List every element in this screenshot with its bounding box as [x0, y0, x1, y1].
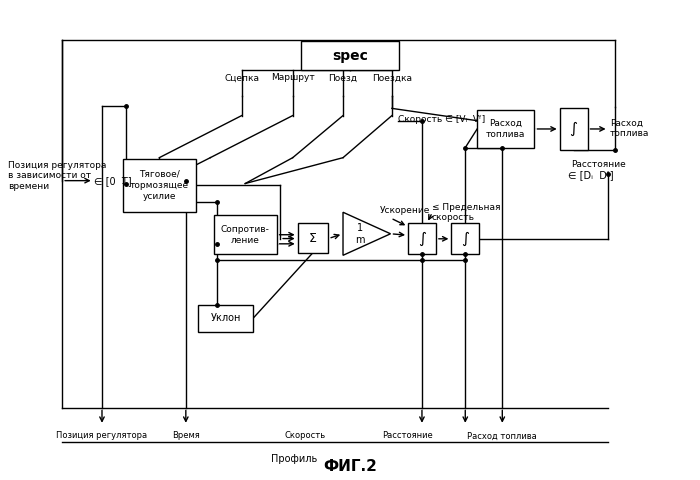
Text: ∫: ∫ [461, 231, 469, 246]
Text: Маршрут: Маршрут [271, 73, 314, 83]
Text: ∫: ∫ [418, 231, 426, 246]
Text: Сцепка: Сцепка [224, 73, 259, 83]
Polygon shape [343, 212, 391, 255]
Text: Позиция регулятора: Позиция регулятора [57, 432, 148, 441]
Text: Позиция регулятора
в зависимости от
времени: Позиция регулятора в зависимости от врем… [8, 161, 106, 191]
Text: Расход топлива: Расход топлива [468, 432, 537, 441]
Text: ∈ [0  T]: ∈ [0 T] [94, 176, 131, 186]
Text: Σ: Σ [309, 232, 317, 245]
Text: ∫: ∫ [570, 121, 578, 136]
Bar [477, 110, 534, 148]
Text: Ускорение: Ускорение [380, 205, 430, 215]
Bar [301, 41, 399, 70]
Text: Профиль: Профиль [271, 455, 317, 465]
Text: Расстояние: Расстояние [570, 160, 625, 169]
Text: Уклон: Уклон [211, 313, 241, 324]
Bar [452, 223, 480, 254]
Text: Время: Время [172, 432, 199, 441]
Text: Поездка: Поездка [372, 73, 412, 83]
Text: Сопротив-
ление: Сопротив- ление [220, 225, 270, 245]
Text: Расход
топлива: Расход топлива [610, 119, 650, 138]
Text: Расстояние: Расстояние [383, 432, 433, 441]
Bar [198, 305, 253, 332]
Text: Расход
топлива: Расход топлива [486, 119, 526, 139]
Bar [559, 108, 587, 150]
Bar [298, 223, 328, 253]
Text: Поезд: Поезд [328, 73, 358, 83]
Text: 1
m: 1 m [355, 223, 365, 245]
Bar [408, 223, 436, 254]
Text: ≤ Предельная
скорость: ≤ Предельная скорость [432, 203, 500, 222]
Bar [123, 158, 196, 212]
Text: Скорость ∈ [Vᵢ  Vᶠ]: Скорость ∈ [Vᵢ Vᶠ] [398, 115, 485, 124]
Text: ∈ [Dᵢ  Dᶠ]: ∈ [Dᵢ Dᶠ] [568, 170, 614, 180]
Text: ФИГ.2: ФИГ.2 [323, 458, 377, 474]
Text: Скорость: Скорость [284, 432, 326, 441]
Text: spec: spec [332, 49, 368, 63]
Text: Тяговое/
тормозящее
усилие: Тяговое/ тормозящее усилие [130, 170, 189, 201]
Bar [214, 215, 276, 254]
